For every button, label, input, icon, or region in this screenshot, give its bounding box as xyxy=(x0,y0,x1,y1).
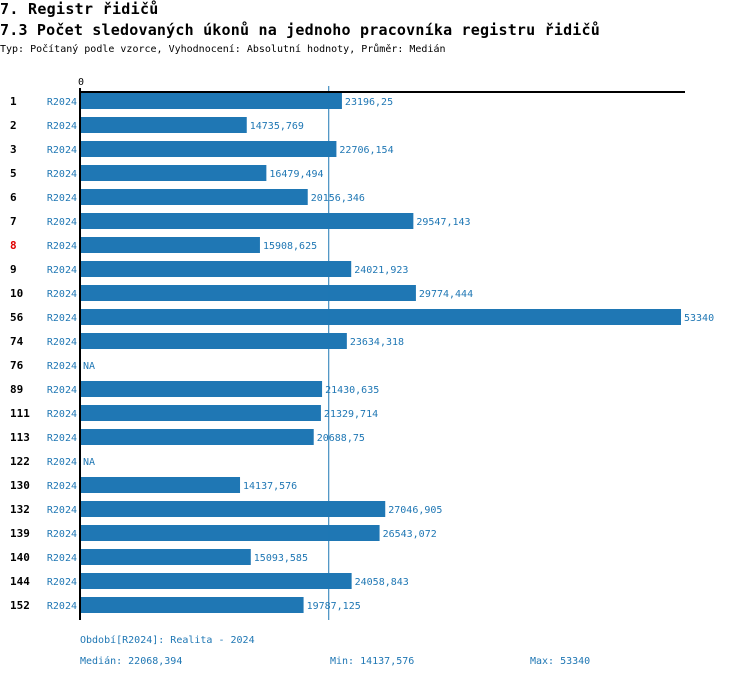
row-label: 10 xyxy=(10,287,23,300)
series-label: R2024 xyxy=(47,409,77,420)
value-label: 14735,769 xyxy=(250,121,304,132)
series-label: R2024 xyxy=(47,385,77,396)
bar xyxy=(81,141,337,157)
footer-min: Min: 14137,576 xyxy=(330,656,415,667)
footer-period: Období[R2024]: Realita - 2024 xyxy=(80,635,255,646)
chart-subtitle: Typ: Počítaný podle vzorce, Vyhodnocení:… xyxy=(0,44,446,55)
series-label: R2024 xyxy=(47,169,77,180)
row-label: 113 xyxy=(10,431,30,444)
bar xyxy=(81,597,304,613)
value-label: 23196,25 xyxy=(345,97,393,108)
row-label: 144 xyxy=(10,575,30,588)
series-label: R2024 xyxy=(47,577,77,588)
value-label: 29547,143 xyxy=(416,217,470,228)
value-label: 53340 xyxy=(684,313,714,324)
value-label: 21329,714 xyxy=(324,409,378,420)
value-label: 26543,072 xyxy=(383,529,437,540)
series-label: R2024 xyxy=(47,505,77,516)
value-label: 21430,635 xyxy=(325,385,379,396)
series-label: R2024 xyxy=(47,313,77,324)
bar xyxy=(81,381,323,397)
bar xyxy=(81,573,352,589)
value-label: 24021,923 xyxy=(354,265,408,276)
chart-title: 7.3 Počet sledovaných úkonů na jednoho p… xyxy=(0,21,600,39)
row-label: 2 xyxy=(10,119,17,132)
section-title: 7. Registr řidičů xyxy=(0,0,159,18)
bar xyxy=(81,525,380,541)
bar xyxy=(81,117,247,133)
row-label: 140 xyxy=(10,551,30,564)
bar xyxy=(81,501,386,517)
series-label: R2024 xyxy=(47,241,77,252)
bar xyxy=(81,285,416,301)
footer-median: Medián: 22068,394 xyxy=(80,656,183,667)
value-label: 29774,444 xyxy=(419,289,473,300)
bar xyxy=(81,93,342,109)
row-label: 8 xyxy=(10,239,17,252)
value-label: 20688,75 xyxy=(317,433,365,444)
value-label: 16479,494 xyxy=(269,169,323,180)
row-label: 111 xyxy=(10,407,30,420)
row-label: 1 xyxy=(10,95,17,108)
row-label: 3 xyxy=(10,143,17,156)
row-label: 139 xyxy=(10,527,30,540)
series-label: R2024 xyxy=(47,289,77,300)
value-label: 24058,843 xyxy=(355,577,409,588)
row-label: 89 xyxy=(10,383,23,396)
row-label: 122 xyxy=(10,455,30,468)
bar xyxy=(81,477,241,493)
row-label: 76 xyxy=(10,359,24,372)
value-label: 23634,318 xyxy=(350,337,404,348)
row-label: 6 xyxy=(10,191,17,204)
bar xyxy=(81,309,681,325)
row-label: 56 xyxy=(10,311,24,324)
series-label: R2024 xyxy=(47,361,77,372)
bar xyxy=(81,333,347,349)
series-label: R2024 xyxy=(47,529,77,540)
bar xyxy=(81,261,352,277)
bar xyxy=(81,429,314,445)
row-label: 74 xyxy=(10,335,24,348)
series-label: R2024 xyxy=(47,433,77,444)
series-label: R2024 xyxy=(47,457,77,468)
row-label: 7 xyxy=(10,215,17,228)
series-label: R2024 xyxy=(47,145,77,156)
row-label: 9 xyxy=(10,263,17,276)
series-label: R2024 xyxy=(47,481,77,492)
row-label: 130 xyxy=(10,479,30,492)
value-label: 14137,576 xyxy=(243,481,297,492)
series-label: R2024 xyxy=(47,121,77,132)
value-label: 19787,125 xyxy=(307,601,361,612)
series-label: R2024 xyxy=(47,193,77,204)
bar xyxy=(81,189,308,205)
series-label: R2024 xyxy=(47,553,77,564)
value-label: 15093,585 xyxy=(254,553,308,564)
series-label: R2024 xyxy=(47,265,77,276)
value-label: 22706,154 xyxy=(339,145,393,156)
bar xyxy=(81,549,251,565)
bar xyxy=(81,237,260,253)
value-label: NA xyxy=(83,361,95,372)
series-label: R2024 xyxy=(47,217,77,228)
series-label: R2024 xyxy=(47,601,77,612)
row-label: 5 xyxy=(10,167,17,180)
row-label: 152 xyxy=(10,599,30,612)
footer-max: Max: 53340 xyxy=(530,656,591,667)
bar xyxy=(81,165,267,181)
value-label: NA xyxy=(83,457,95,468)
bar xyxy=(81,405,321,421)
row-label: 132 xyxy=(10,503,30,516)
value-label: 15908,625 xyxy=(263,241,317,252)
x-tick-label: 0 xyxy=(78,77,84,88)
value-label: 20156,346 xyxy=(311,193,365,204)
series-label: R2024 xyxy=(47,97,77,108)
bar xyxy=(81,213,414,229)
series-label: R2024 xyxy=(47,337,77,348)
value-label: 27046,905 xyxy=(388,505,442,516)
